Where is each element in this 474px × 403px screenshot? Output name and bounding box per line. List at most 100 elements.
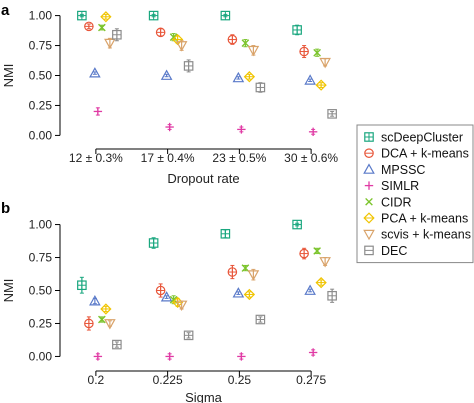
- marker-triangle-down: [247, 270, 260, 281]
- data-point: [155, 27, 166, 38]
- marker-diamond: [315, 276, 327, 289]
- series-pca-k-means: [100, 276, 327, 315]
- legend-label: MPSSC: [381, 163, 425, 177]
- series-cidr: [98, 247, 321, 324]
- x-tick-label: 0.225: [153, 373, 183, 387]
- data-point: [155, 283, 166, 298]
- marker-x: [313, 247, 321, 255]
- x-tick-label: 23 ± 0.5%: [212, 151, 266, 165]
- data-point: [247, 268, 260, 281]
- data-point: [98, 315, 106, 324]
- data-point: [327, 288, 337, 303]
- data-point: [112, 28, 122, 42]
- data-point: [160, 291, 173, 302]
- data-point: [104, 37, 116, 50]
- marker-diamond: [243, 288, 256, 301]
- data-point: [100, 303, 112, 315]
- x-tick-label: 0.25: [228, 373, 252, 387]
- legend-label: SIMLR: [381, 179, 419, 193]
- data-point: [308, 127, 318, 137]
- series-mpssc: [89, 284, 316, 306]
- data-point: [104, 319, 116, 330]
- data-point: [93, 352, 103, 361]
- data-point: [313, 247, 321, 255]
- legend-entry: SIMLR: [364, 179, 419, 193]
- series-scdeepcluster: [77, 10, 302, 36]
- data-point: [175, 300, 188, 312]
- series-dec: [112, 28, 337, 119]
- marker-triangle: [304, 74, 316, 85]
- legend-entry: CIDR: [365, 195, 412, 209]
- marker-x: [241, 264, 250, 272]
- y-tick-label: 0.75: [29, 251, 53, 265]
- legend-entry: scDeepCluster: [364, 131, 463, 145]
- marker-triangle-down: [104, 319, 116, 330]
- marker-triangle-down: [104, 38, 116, 50]
- data-point: [84, 21, 94, 32]
- legend-label: DCA + k-means: [381, 147, 469, 161]
- data-point: [315, 79, 327, 91]
- panel-label: a: [1, 2, 10, 19]
- data-point: [165, 122, 174, 132]
- series-dca-k-means: [84, 21, 309, 59]
- data-point: [243, 71, 256, 83]
- legend-label: PCA + k-means: [381, 212, 468, 226]
- data-point: [241, 39, 250, 48]
- data-point: [299, 45, 309, 59]
- data-point: [304, 284, 316, 295]
- series-simlr: [93, 107, 318, 137]
- y-tick-label: 0.75: [29, 39, 53, 53]
- x-tick-label: 0.2: [88, 373, 105, 387]
- data-point: [237, 352, 246, 361]
- marker-diamond: [100, 303, 112, 315]
- y-tick-label: 0.25: [29, 98, 53, 112]
- x-tick-label: 0.275: [296, 373, 326, 387]
- y-tick-label: 0.50: [29, 69, 53, 83]
- marker-triangle: [160, 291, 173, 302]
- data-point: [148, 237, 159, 249]
- data-point: [319, 57, 331, 69]
- marker-x: [365, 197, 373, 206]
- legend-entry: MPSSC: [363, 163, 425, 177]
- y-axis-title: NMI: [1, 279, 16, 303]
- data-point: [232, 287, 245, 298]
- legend: scDeepCluster DCA + k-means MPSSC SIMLR CIDR…: [356, 124, 474, 264]
- marker-x: [98, 315, 106, 324]
- series-scvis-k-means: [104, 37, 331, 69]
- marker-triangle-down: [175, 41, 188, 52]
- marker-triangle: [232, 71, 245, 83]
- legend-entry: scvis + k-means: [363, 228, 471, 242]
- data-point: [183, 59, 194, 73]
- marker-x: [169, 295, 178, 304]
- legend-label: scvis + k-means: [381, 228, 471, 242]
- data-point: [160, 69, 173, 80]
- data-point: [255, 82, 266, 93]
- data-point: [227, 264, 238, 280]
- x-tick-label: 12 ± 0.3%: [69, 151, 123, 165]
- legend-entry: DCA + k-means: [364, 147, 469, 161]
- data-point: [232, 71, 245, 83]
- marker-triangle-down: [247, 45, 260, 57]
- data-point: [100, 11, 112, 23]
- y-axis-title: NMI: [1, 64, 16, 88]
- marker-diamond: [363, 212, 375, 224]
- data-point: [247, 45, 260, 57]
- data-point: [319, 257, 331, 268]
- data-point: [327, 109, 337, 119]
- x-tick-label: 17 ± 0.4%: [141, 151, 195, 165]
- panel-b: b 0.00 0.25 0.50 0.75 1.00 NMI 0.2 0.225 0.25 0.27…: [1, 200, 337, 403]
- series-pca-k-means: [100, 11, 327, 91]
- marker-triangle: [89, 295, 101, 306]
- marker-triangle-down: [363, 229, 375, 241]
- marker-triangle: [363, 163, 375, 174]
- legend-box: [356, 124, 474, 264]
- marker-diamond: [100, 11, 112, 23]
- data-point: [98, 23, 106, 32]
- series-cidr: [98, 23, 321, 57]
- marker-diamond: [315, 79, 327, 91]
- panel-a: a 0.00 0.25 0.50 0.75 1.00 NMI 12 ± 0.3% 17 ± 0.…: [1, 2, 338, 186]
- series-dca-k-means: [84, 247, 309, 331]
- data-point: [112, 339, 122, 350]
- y-tick-label: 1.00: [29, 9, 53, 23]
